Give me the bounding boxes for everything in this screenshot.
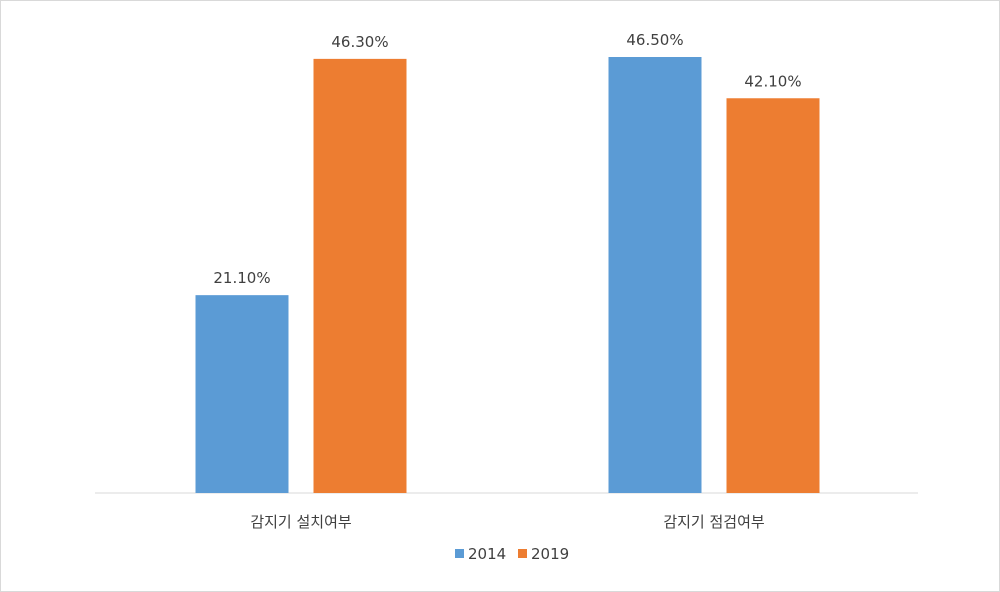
bar-2019-0 [313, 58, 407, 493]
category-label-0: 감지기 설치여부 [250, 513, 352, 531]
category-label-1: 감지기 점검여부 [663, 513, 765, 531]
data-label-2014-1: 46.50% [626, 31, 683, 49]
legend-swatch-2019 [518, 549, 527, 558]
legend-label-2019: 2019 [531, 545, 569, 563]
legend-label-2014: 2014 [468, 545, 506, 563]
bar-2014-0 [195, 295, 289, 493]
data-label-2019-1: 42.10% [744, 72, 801, 90]
legend-swatch-2014 [455, 549, 464, 558]
legend: 2014 2019 [455, 545, 569, 563]
data-label-2014-0: 21.10% [213, 269, 270, 287]
data-label-2019-0: 46.30% [331, 33, 388, 51]
bar-2014-1 [608, 57, 702, 493]
bars-group [195, 57, 820, 493]
category-labels-group: 감지기 설치여부 감지기 점검여부 [250, 513, 765, 531]
data-labels-group: 21.10% 46.50% 46.30% 42.10% [213, 31, 801, 287]
bar-2019-1 [726, 98, 820, 493]
